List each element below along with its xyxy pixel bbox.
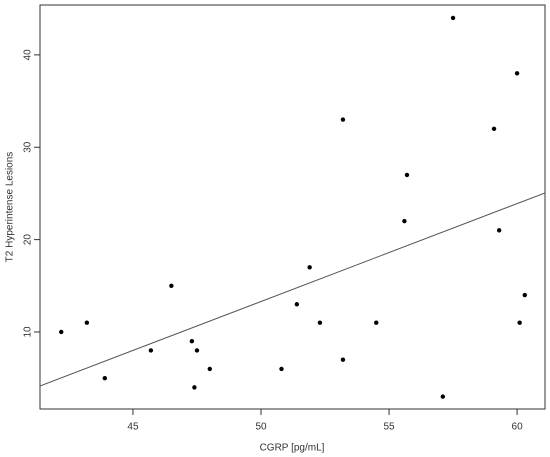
y-tick-label: 40 [23, 49, 34, 61]
plot-area [40, 15, 545, 399]
y-tick-label: 20 [23, 234, 34, 246]
x-tick-label: 55 [383, 422, 395, 433]
point [148, 348, 154, 353]
point [169, 283, 174, 288]
point [517, 320, 522, 325]
point [522, 292, 527, 298]
regression-line [40, 192, 545, 387]
point [402, 218, 407, 224]
point [491, 126, 497, 131]
x-tick-label: 50 [255, 422, 267, 433]
y-axis-label: T2 Hyperintense Lesions [5, 152, 16, 263]
point [102, 375, 107, 381]
point [404, 172, 410, 178]
x-tick-label: 45 [127, 422, 139, 433]
point [294, 302, 300, 307]
x-axis-label: CGRP [pg/mL] [260, 443, 325, 454]
point [307, 265, 312, 270]
point [340, 117, 346, 122]
point [374, 320, 379, 325]
point [194, 348, 200, 353]
y-tick-label: 30 [23, 141, 34, 153]
plot-frame [39, 4, 546, 410]
point [192, 385, 197, 390]
point [207, 366, 212, 372]
point [189, 339, 195, 344]
point [317, 320, 323, 325]
point [340, 357, 346, 362]
point [496, 228, 502, 233]
point [440, 394, 446, 399]
point [279, 366, 284, 372]
y-tick-label: 10 [23, 326, 34, 338]
point [84, 320, 90, 325]
point [450, 15, 456, 21]
point [514, 71, 520, 76]
point [59, 329, 64, 335]
x-tick-label: 60 [512, 422, 524, 433]
